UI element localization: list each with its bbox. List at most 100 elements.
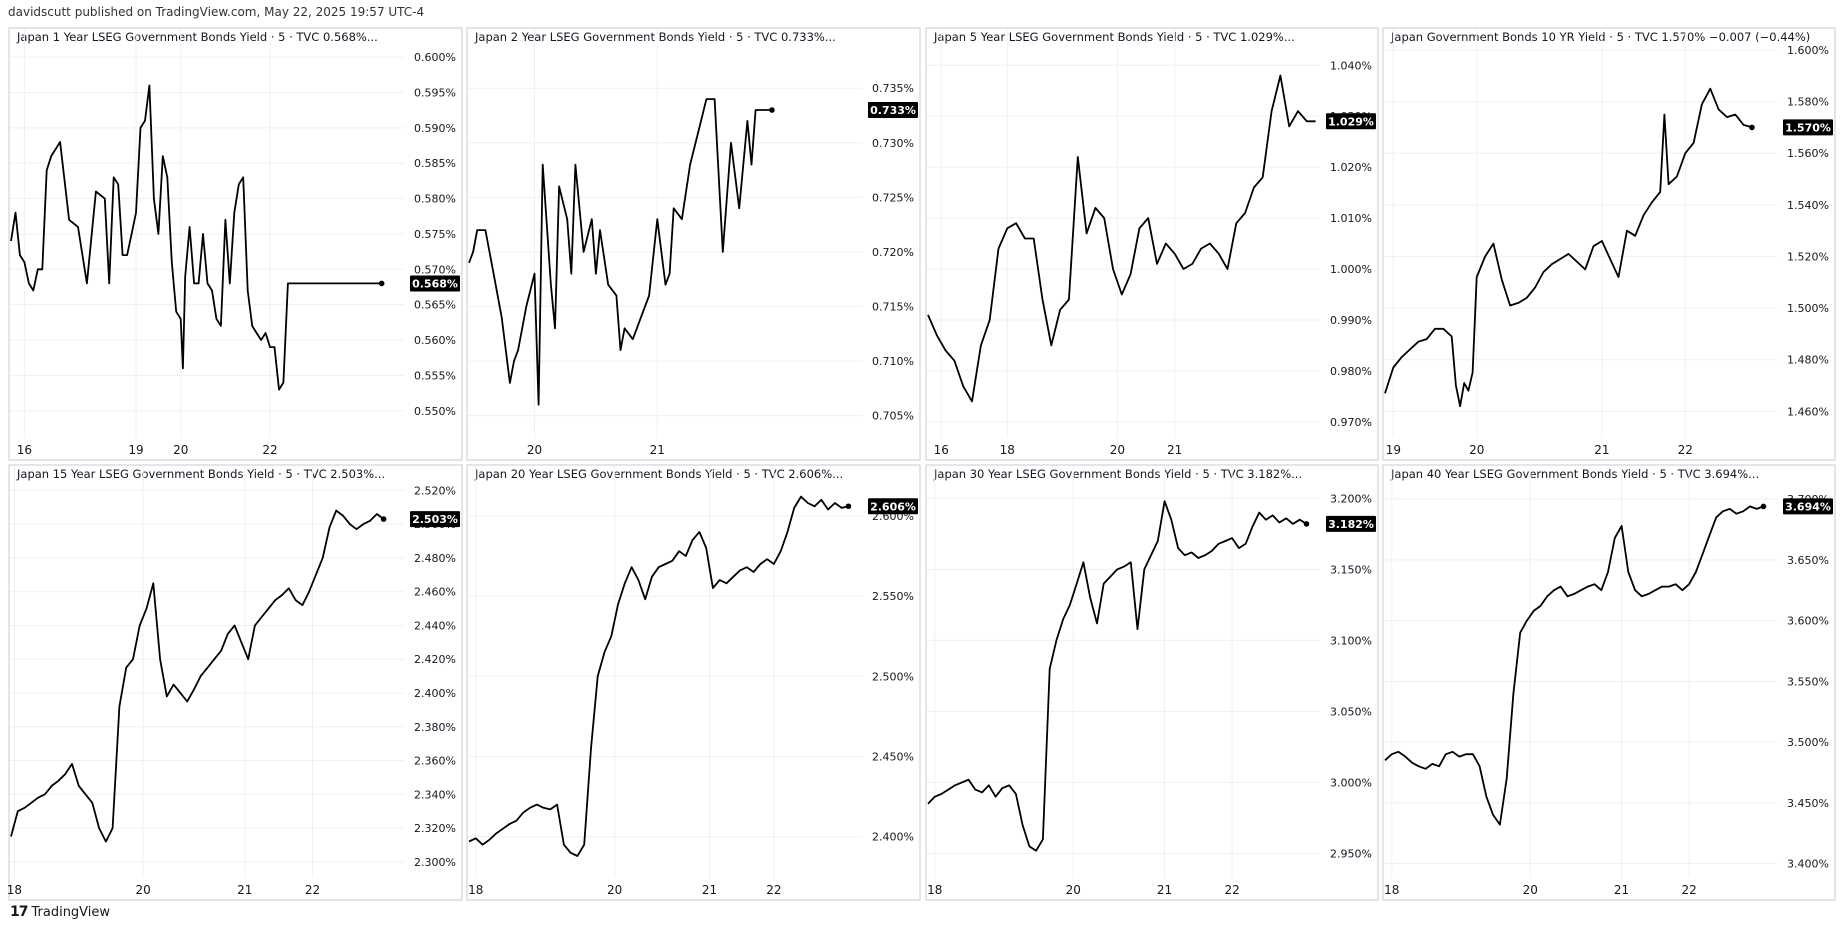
chart-title: Japan 2 Year LSEG Government Bonds Yield… (474, 30, 836, 44)
x-tick-label: 20 (607, 883, 622, 897)
yield-series-line (927, 500, 1307, 852)
x-tick-label: 22 (1224, 883, 1239, 897)
y-tick-label: 1.460% (1787, 405, 1829, 418)
y-tick-label: 0.735% (872, 82, 914, 95)
yield-series-line (1384, 87, 1753, 408)
y-tick-label: 1.500% (1787, 302, 1829, 315)
tradingview-footer[interactable]: 17 TradingView (10, 904, 110, 920)
y-tick-label: 2.500% (872, 670, 914, 683)
x-tick-label: 20 (1469, 443, 1484, 457)
y-tick-label: 0.555% (414, 369, 456, 382)
last-value-dot (380, 516, 387, 522)
y-tick-label: 0.990% (1330, 314, 1372, 327)
y-tick-label: 0.575% (414, 228, 456, 241)
x-tick-label: 21 (650, 443, 665, 457)
y-tick-label: 0.720% (872, 246, 914, 259)
y-tick-label: 1.560% (1787, 147, 1829, 160)
y-tick-label: 2.400% (414, 687, 456, 700)
chart-title: Japan 20 Year LSEG Government Bonds Yiel… (474, 467, 843, 481)
y-tick-label: 3.650% (1787, 554, 1829, 567)
y-tick-label: 2.340% (414, 788, 456, 801)
last-value-dot (1760, 503, 1767, 510)
chart-title: Japan 5 Year LSEG Government Bonds Yield… (933, 30, 1295, 44)
yield-series-line (1384, 505, 1764, 826)
chart-panel-2[interactable]: Japan 2 Year LSEG Government Bonds Yield… (466, 27, 921, 461)
y-tick-label: 0.565% (414, 299, 456, 312)
x-tick-label: 16 (934, 443, 949, 457)
chart-title: Japan 40 Year LSEG Government Bonds Yiel… (1390, 467, 1759, 481)
y-tick-label: 2.320% (414, 822, 456, 835)
x-tick-label: 16 (17, 443, 32, 457)
last-value-badge (1783, 498, 1833, 515)
y-tick-label: 3.150% (1330, 563, 1372, 576)
chart-panel-5[interactable]: Japan 15 Year LSEG Government Bonds Yiel… (7, 464, 463, 901)
x-tick-label: 18 (1384, 883, 1399, 897)
chart-panel-3[interactable]: Japan 5 Year LSEG Government Bonds Yield… (925, 27, 1379, 461)
y-tick-label: 1.600% (1787, 44, 1829, 57)
x-tick-label: 21 (702, 883, 717, 897)
tradingview-brand: TradingView (31, 904, 111, 920)
x-tick-label: 21 (1157, 883, 1172, 897)
y-tick-label: 1.520% (1787, 250, 1829, 263)
last-value-label: 3.694% (1785, 500, 1831, 513)
y-tick-label: 2.300% (414, 856, 456, 869)
y-tick-label: 2.400% (872, 831, 914, 844)
y-tick-label: 1.480% (1787, 354, 1829, 367)
x-tick-label: 20 (1523, 883, 1538, 897)
panel-frame (8, 464, 463, 901)
yield-series-line (10, 84, 382, 391)
x-tick-label: 19 (1386, 443, 1401, 457)
x-tick-label: 20 (135, 883, 150, 897)
last-value-dot (1749, 124, 1755, 131)
y-tick-label: 1.040% (1330, 59, 1372, 72)
y-tick-label: 0.550% (414, 405, 456, 418)
last-value-badge (868, 498, 918, 515)
y-tick-label: 0.585% (414, 157, 456, 170)
last-value-badge (410, 275, 460, 292)
chart-panel-8[interactable]: Japan 40 Year LSEG Government Bonds Yiel… (1382, 464, 1836, 901)
y-tick-label: 3.550% (1787, 675, 1829, 688)
last-value-label: 2.503% (412, 513, 458, 526)
x-tick-label: 22 (1681, 883, 1696, 897)
x-tick-label: 20 (173, 443, 188, 457)
y-tick-label: 2.460% (414, 586, 456, 599)
y-tick-label: 2.450% (872, 751, 914, 764)
last-value-badge (1326, 515, 1376, 532)
y-tick-label: 2.360% (414, 755, 456, 768)
last-value-label: 0.733% (870, 104, 916, 117)
x-tick-label: 21 (237, 883, 252, 897)
y-tick-label: 1.010% (1330, 212, 1372, 225)
y-tick-label: 2.480% (414, 552, 456, 565)
x-tick-label: 18 (1000, 443, 1015, 457)
x-tick-label: 20 (1110, 443, 1125, 457)
y-tick-label: 3.500% (1787, 736, 1829, 749)
last-value-dot (378, 280, 385, 287)
panel-frame (8, 27, 463, 461)
y-tick-label: 3.000% (1330, 776, 1372, 789)
y-tick-label: 0.725% (872, 191, 914, 204)
y-tick-label: 0.580% (414, 193, 456, 206)
chart-panel-1[interactable]: Japan 1 Year LSEG Government Bonds Yield… (8, 27, 463, 461)
y-tick-label: 1.000% (1330, 263, 1372, 276)
x-tick-label: 21 (1614, 883, 1629, 897)
chart-panel-4[interactable]: Japan Government Bonds 10 YR Yield · 5 ·… (1382, 27, 1836, 461)
panel-frame (1382, 464, 1836, 901)
y-tick-label: 0.715% (872, 300, 914, 313)
last-value-badge (1326, 113, 1376, 130)
yield-series-line (927, 74, 1316, 403)
last-value-label: 1.570% (1785, 121, 1831, 134)
x-tick-label: 18 (7, 883, 22, 897)
x-tick-label: 22 (766, 883, 781, 897)
yield-series-line (468, 98, 772, 406)
y-tick-label: 2.420% (414, 653, 456, 666)
chart-panel-7[interactable]: Japan 30 Year LSEG Government Bonds Yiel… (925, 464, 1379, 901)
y-tick-label: 0.570% (414, 263, 456, 276)
panel-frame (466, 464, 921, 901)
chart-title: Japan 30 Year LSEG Government Bonds Yiel… (933, 467, 1302, 481)
y-tick-label: 3.450% (1787, 797, 1829, 810)
y-tick-label: 3.600% (1787, 615, 1829, 628)
x-tick-label: 21 (1167, 443, 1182, 457)
x-tick-label: 18 (468, 883, 483, 897)
chart-panel-6[interactable]: Japan 20 Year LSEG Government Bonds Yiel… (466, 464, 921, 901)
